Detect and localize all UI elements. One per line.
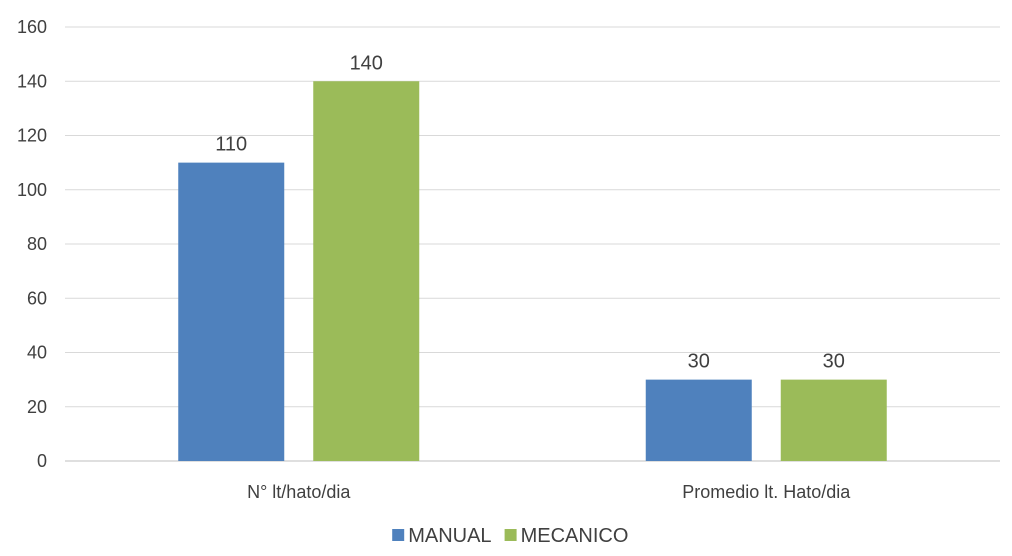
bar-manual: [645, 379, 752, 461]
y-tick-label: 100: [17, 180, 47, 200]
legend-label: MECANICO: [521, 525, 629, 547]
y-tick-label: 0: [37, 451, 47, 471]
bars: [178, 81, 887, 461]
y-tick-label: 140: [17, 71, 47, 91]
bar-mecanico: [313, 81, 420, 461]
data-labels: 110 140 30 30: [215, 52, 845, 372]
legend-item-manual: MANUAL: [392, 525, 492, 547]
x-category-label: N° lt/hato/dia: [247, 482, 351, 502]
data-label: 140: [350, 52, 383, 74]
bar-manual: [178, 162, 285, 461]
bar-mecanico: [780, 379, 887, 461]
x-axis-category-labels: N° lt/hato/dia Promedio lt. Hato/dia: [247, 482, 851, 502]
legend-label: MANUAL: [408, 525, 491, 547]
x-category-label: Promedio lt. Hato/dia: [682, 482, 851, 502]
y-tick-label: 120: [17, 126, 47, 146]
legend: MANUAL MECANICO: [392, 525, 628, 547]
data-label: 30: [823, 351, 845, 373]
y-tick-label: 160: [17, 17, 47, 37]
y-tick-label: 20: [27, 397, 47, 417]
legend-swatch: [392, 529, 405, 541]
y-axis-tick-labels: 0 20 40 60 80 100 120 140 160: [17, 17, 47, 471]
legend-swatch: [504, 529, 517, 541]
legend-item-mecanico: MECANICO: [504, 525, 629, 547]
y-tick-label: 80: [27, 234, 47, 254]
y-tick-label: 40: [27, 343, 47, 363]
data-label: 110: [215, 134, 247, 156]
data-label: 30: [688, 351, 710, 373]
y-tick-label: 60: [27, 288, 47, 308]
